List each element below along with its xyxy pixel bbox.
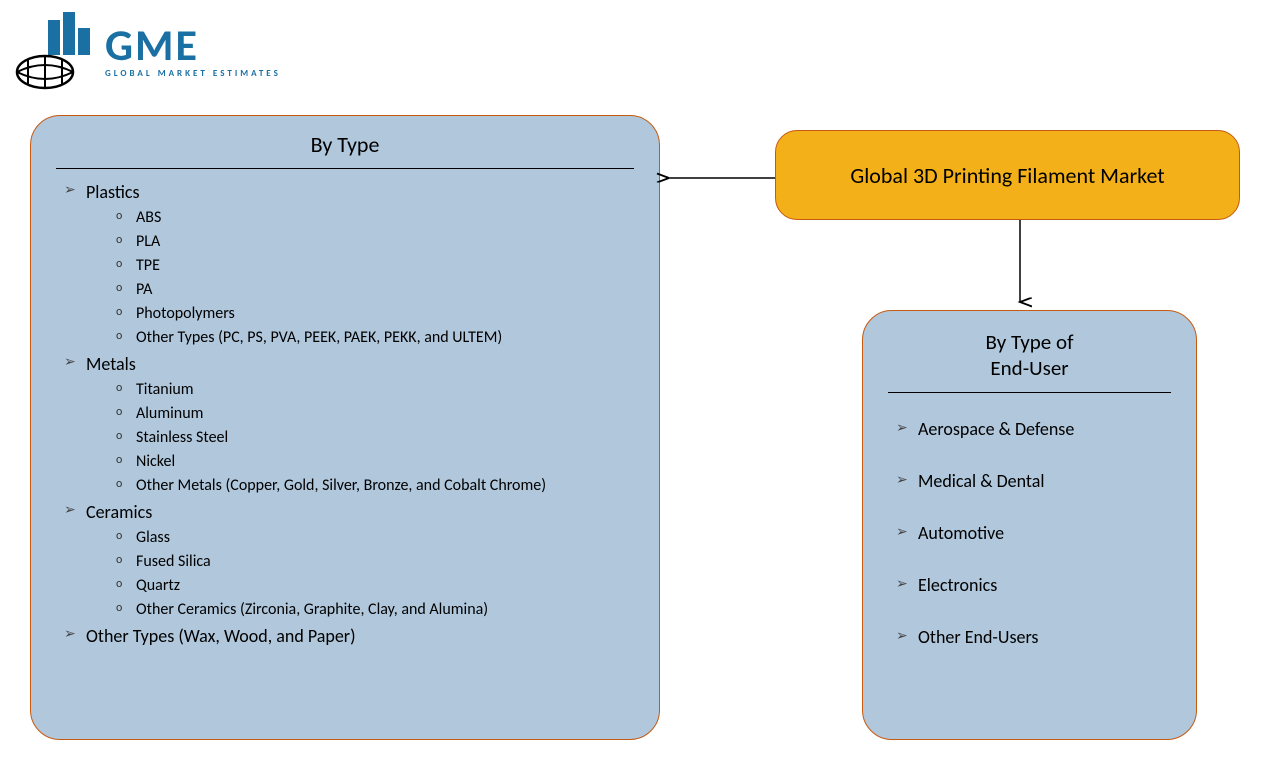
category-label: Metals	[86, 353, 136, 375]
logo-sub-text: GLOBAL MARKET ESTIMATES	[105, 68, 281, 79]
sub-item: Nickel	[116, 450, 634, 474]
arrow-root-to-left	[660, 170, 775, 190]
type-category-list: Plastics ABS PLA TPE PA Photopolymers Ot…	[56, 181, 634, 647]
sub-item: Other Metals (Copper, Gold, Silver, Bron…	[116, 474, 634, 498]
category-label: Other Types (Wax, Wood, and Paper)	[86, 625, 356, 647]
end-user-item: Automotive	[888, 522, 1171, 544]
end-user-item: Other End-Users	[888, 626, 1171, 648]
by-end-user-box: By Type of End-User Aerospace & Defense …	[862, 310, 1197, 740]
sub-item: PA	[116, 278, 634, 302]
arrow-root-to-right	[1000, 220, 1040, 310]
sub-item: Titanium	[116, 378, 634, 402]
sub-item: Glass	[116, 526, 634, 550]
title-line-2: End-User	[990, 355, 1068, 381]
title-line-1: By Type of	[986, 329, 1074, 355]
sub-item: Aluminum	[116, 402, 634, 426]
root-label: Global 3D Printing Filament Market	[850, 162, 1164, 189]
sub-item: Other Types (PC, PS, PVA, PEEK, PAEK, PE…	[116, 326, 634, 350]
by-type-title: By Type	[56, 131, 634, 169]
end-user-item: Medical & Dental	[888, 470, 1171, 492]
category-label: Ceramics	[86, 501, 152, 523]
sub-item: PLA	[116, 230, 634, 254]
category-other: Other Types (Wax, Wood, and Paper)	[56, 625, 634, 647]
logo-icon	[10, 10, 95, 95]
category-metals: Metals Titanium Aluminum Stainless Steel…	[56, 353, 634, 498]
sub-item: Photopolymers	[116, 302, 634, 326]
by-type-box: By Type Plastics ABS PLA TPE PA Photopol…	[30, 115, 660, 740]
category-ceramics: Ceramics Glass Fused Silica Quartz Other…	[56, 501, 634, 622]
sub-item: Stainless Steel	[116, 426, 634, 450]
sub-item: Other Ceramics (Zirconia, Graphite, Clay…	[116, 598, 634, 622]
sub-item: Fused Silica	[116, 550, 634, 574]
logo-main-text: GME	[105, 26, 281, 66]
sub-item: ABS	[116, 206, 634, 230]
end-user-list: Aerospace & Defense Medical & Dental Aut…	[888, 418, 1171, 648]
by-end-user-title: By Type of End-User	[888, 329, 1171, 393]
gme-logo: GME GLOBAL MARKET ESTIMATES	[10, 5, 290, 100]
category-label: Plastics	[86, 181, 140, 203]
end-user-item: Aerospace & Defense	[888, 418, 1171, 440]
category-plastics: Plastics ABS PLA TPE PA Photopolymers Ot…	[56, 181, 634, 350]
sub-item: Quartz	[116, 574, 634, 598]
root-box: Global 3D Printing Filament Market	[775, 130, 1240, 220]
sub-item: TPE	[116, 254, 634, 278]
end-user-item: Electronics	[888, 574, 1171, 596]
